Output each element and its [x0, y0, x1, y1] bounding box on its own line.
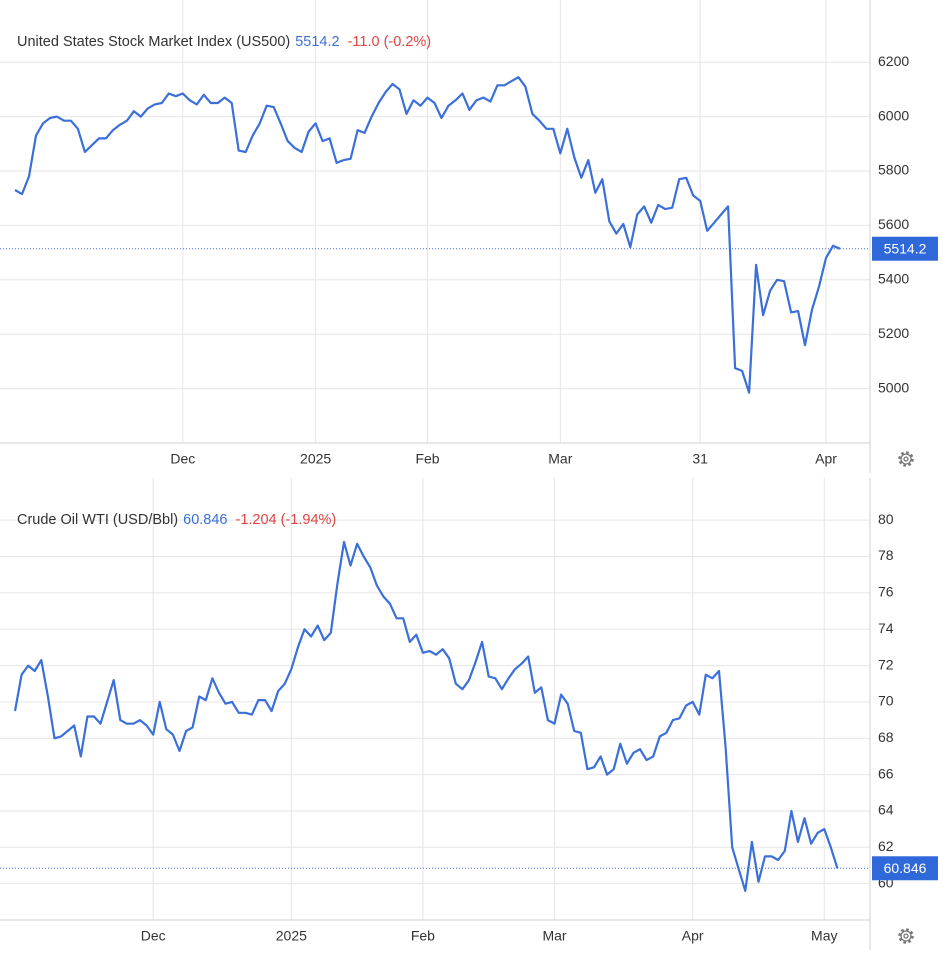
- chart-title: Crude Oil WTI (USD/Bbl): [17, 512, 178, 528]
- last-price-label: 5514.2: [884, 240, 927, 256]
- last-price-label: 60.846: [884, 860, 927, 876]
- gear-outer: [898, 451, 914, 467]
- last-value: 60.846: [183, 512, 227, 528]
- y-tick-label: 6000: [878, 107, 909, 123]
- price-line: [13, 540, 839, 892]
- y-tick-label: 62: [878, 838, 894, 854]
- y-tick-label: 80: [878, 511, 894, 527]
- gear-ring: [900, 453, 912, 465]
- y-tick-label: 5800: [878, 162, 909, 178]
- x-tick-label: Feb: [415, 451, 439, 467]
- y-tick-label: 5000: [878, 379, 909, 395]
- y-tick-label: 68: [878, 729, 894, 745]
- y-tick-label: 78: [878, 547, 894, 563]
- price-line: [14, 76, 841, 394]
- y-tick-label: 5600: [878, 216, 909, 232]
- change: -1.204 (-1.94%): [236, 512, 337, 528]
- last-price-box: [872, 236, 938, 261]
- gear-hole: [903, 456, 909, 462]
- settings-icon[interactable]: [898, 928, 914, 944]
- y-tick-label: 72: [878, 656, 894, 672]
- gear-hole: [903, 933, 909, 939]
- chart-title: United States Stock Market Index (US500): [17, 34, 290, 50]
- y-tick-label: 66: [878, 765, 894, 781]
- x-tick-label: Dec: [141, 928, 166, 944]
- settings-icon[interactable]: [898, 451, 914, 467]
- x-tick-label: Mar: [542, 928, 566, 944]
- y-tick-label: 74: [878, 620, 894, 636]
- y-tick-label: 70: [878, 693, 894, 709]
- change: -11.0 (-0.2%): [348, 34, 432, 50]
- x-tick-label: 2025: [300, 451, 331, 467]
- x-tick-label: 2025: [276, 928, 307, 944]
- gear-outer: [898, 928, 914, 944]
- x-tick-label: Apr: [815, 451, 837, 467]
- y-tick-label: 6200: [878, 53, 909, 69]
- chart-panel: 5000 5200 5400 5600 5800 6000 6200 Dec 2025 Feb Ma…: [0, 0, 938, 473]
- y-tick-label: 64: [878, 802, 894, 818]
- last-price-box: [872, 856, 938, 881]
- last-value: 5514.2: [295, 34, 339, 50]
- x-tick-label: Feb: [411, 928, 435, 944]
- x-tick-label: Dec: [170, 451, 195, 467]
- gear-ring: [900, 930, 912, 942]
- x-tick-label: Mar: [548, 451, 572, 467]
- x-tick-label: May: [811, 928, 837, 944]
- y-tick-label: 5400: [878, 271, 909, 287]
- y-tick-label: 76: [878, 584, 894, 600]
- x-tick-label: 31: [692, 451, 708, 467]
- y-tick-label: 5200: [878, 325, 909, 341]
- x-tick-label: Apr: [682, 928, 704, 944]
